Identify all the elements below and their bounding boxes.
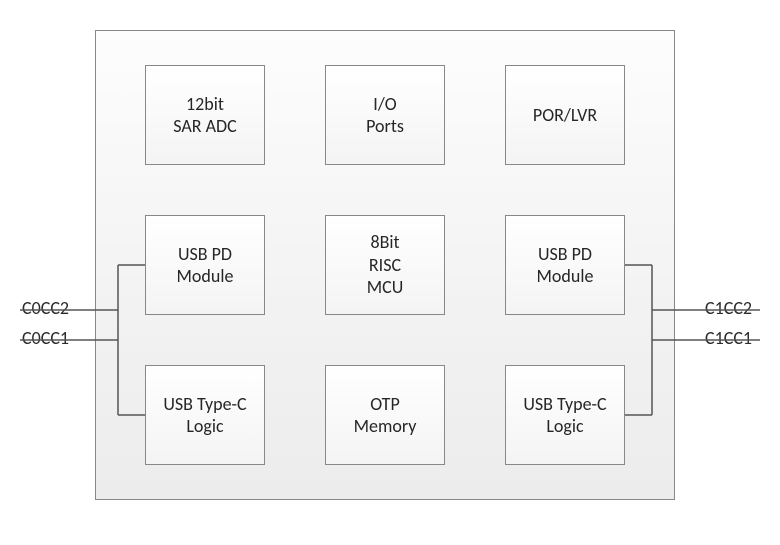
- block-otp-memory: OTPMemory: [325, 365, 445, 465]
- block-risc-mcu: 8BitRISCMCU: [325, 215, 445, 315]
- block-usb-c-left: USB Type-CLogic: [145, 365, 265, 465]
- block-usb-pd-left: USB PDModule: [145, 215, 265, 315]
- pin-label-c0cc1: C0CC1: [22, 328, 69, 350]
- block-usb-pd-right: USB PDModule: [505, 215, 625, 315]
- pin-label-c0cc2: C0CC2: [22, 298, 69, 320]
- block-sar-adc: 12bitSAR ADC: [145, 65, 265, 165]
- block-usb-c-right: USB Type-CLogic: [505, 365, 625, 465]
- block-io-ports: I/OPorts: [325, 65, 445, 165]
- block-por-lvr: POR/LVR: [505, 65, 625, 165]
- pin-label-c1cc2: C1CC2: [705, 298, 752, 320]
- pin-label-c1cc1: C1CC1: [705, 328, 752, 350]
